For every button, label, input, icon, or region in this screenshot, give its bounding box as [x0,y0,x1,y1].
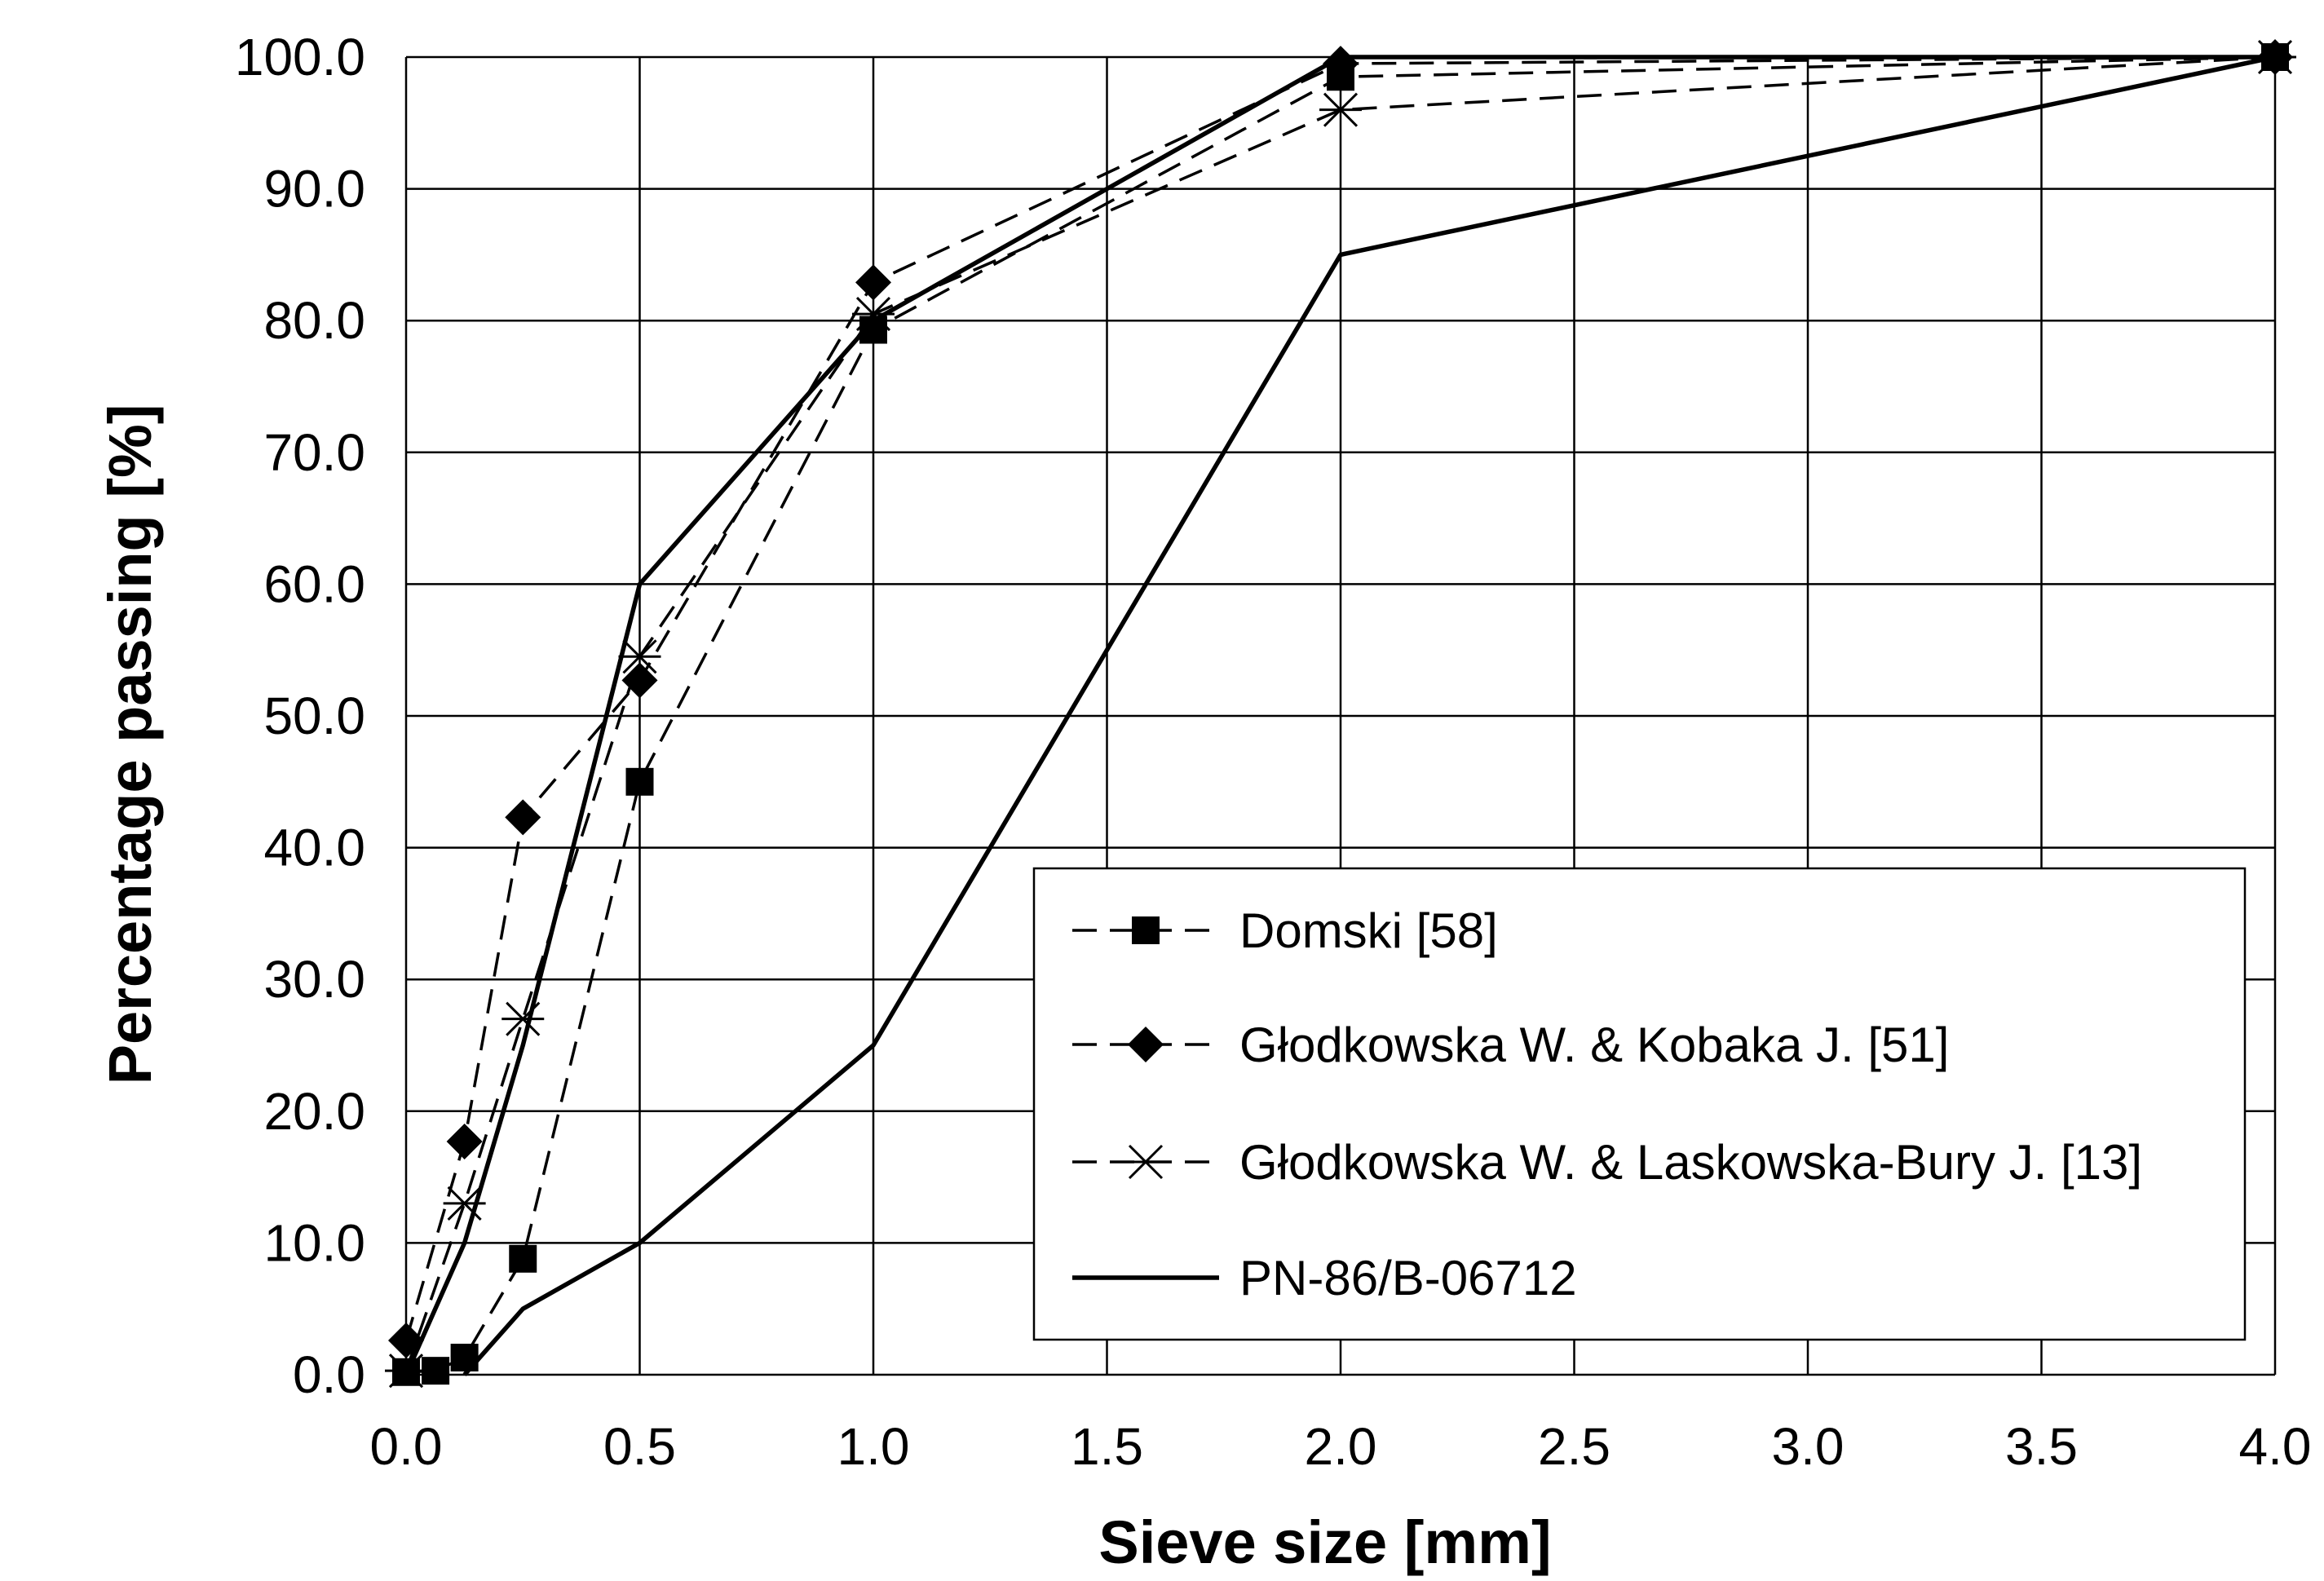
solid-series-line [462,55,2276,1376]
legend-box [1032,867,2247,1341]
y-tick-label: 40.0 [263,819,365,877]
diamond-marker [1323,46,1359,82]
solid-series-line [404,55,2275,1376]
x-tick-label: 2.5 [1538,1417,1610,1476]
square-marker [509,1244,537,1273]
y-tick-label: 0.0 [293,1345,365,1404]
x-marker [501,1001,545,1036]
x-tick-label: 1.0 [837,1417,910,1476]
y-axis-title: Percentage passing [%] [96,404,164,1085]
dashed-series-line [405,55,2276,1374]
y-tick-label: 70.0 [263,423,365,482]
x-tick-label: 3.5 [2005,1417,2078,1476]
y-tick-label: 90.0 [263,160,365,219]
diamond-marker [505,799,541,836]
y-tick-label: 60.0 [263,554,365,613]
y-tick-label: 10.0 [263,1213,365,1272]
square-marker [625,767,654,796]
x-marker [618,639,661,674]
legend-label: Domski [58] [1239,903,1498,958]
diamond-marker [388,1322,424,1358]
x-marker [1124,1144,1167,1180]
diamond-marker [1128,1027,1164,1062]
legend-label: PN-86/B-06712 [1239,1251,1577,1305]
y-tick-label: 30.0 [263,950,365,1009]
legend-label: Głodkowska W. & Kobaka J. [51] [1239,1018,1949,1072]
legend-item: Domski [58] [1072,903,1498,958]
diamond-marker [855,264,891,301]
x-axis-title: Sieve size [mm] [1098,1508,1551,1576]
legend-label: Głodkowska W. & Laskowska-Bury J. [13] [1239,1135,2142,1190]
square-marker [1132,916,1160,944]
series-3 [404,55,2275,1376]
diamond-marker [446,1123,483,1159]
x-marker [443,1186,486,1221]
series-layer [385,39,2296,1389]
x-marker [1319,92,1362,127]
diamond-marker [621,662,658,699]
y-tick-label: 80.0 [263,291,365,350]
y-tick-label: 20.0 [263,1082,365,1141]
x-tick-label: 3.0 [1772,1417,1845,1476]
y-tick-label: 100.0 [235,28,365,86]
x-tick-label: 0.5 [603,1417,676,1476]
x-tick-label: 2.0 [1305,1417,1377,1476]
grid [404,55,2277,1376]
legend: Domski [58] Głodkowska W. & Kobaka J. [51… [1032,867,2247,1341]
square-marker [450,1343,479,1371]
legend-item: Głodkowska W. & Laskowska-Bury J. [13] [1072,1135,2142,1190]
x-tick-label: 4.0 [2239,1417,2312,1476]
x-tick-label: 1.5 [1071,1417,1143,1476]
legend-item: Głodkowska W. & Kobaka J. [51] [1072,1018,1949,1072]
series-4 [462,55,2276,1376]
x-tick-label: 0.0 [370,1417,443,1476]
axis-ticks: 0.0 10.0 20.0 30.0 40.0 50.0 60.0 70.0 80.0 90.0 1… [235,28,2312,1476]
y-tick-label: 50.0 [263,687,365,745]
legend-item: PN-86/B-06712 [1072,1251,1577,1305]
